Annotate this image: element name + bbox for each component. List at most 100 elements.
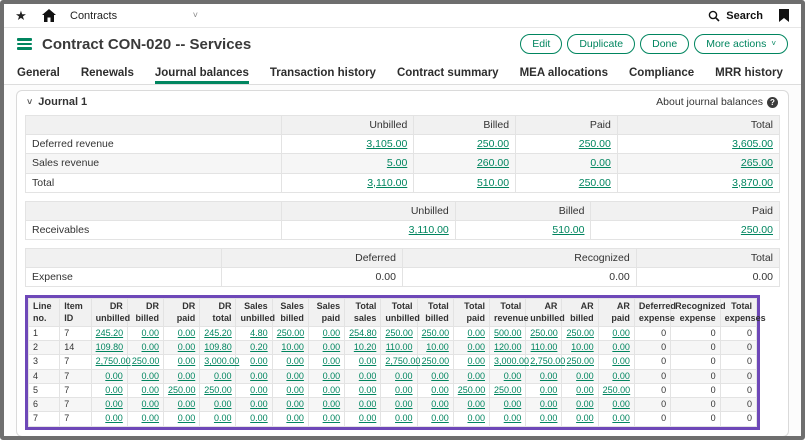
amount-link[interactable]: 0.00 [395,371,413,381]
amount-link[interactable]: 0.00 [286,356,304,366]
amount-link[interactable]: 0.00 [431,385,449,395]
amount-link[interactable]: 250.00 [579,177,611,189]
amount-link[interactable]: 0.00 [590,157,610,169]
amount-link[interactable]: 3,000.00 [494,356,529,366]
amount-link[interactable]: 0.00 [250,413,268,423]
amount-link[interactable]: 3,000.00 [204,356,239,366]
amount-link[interactable]: 0.00 [105,385,123,395]
amount-link[interactable]: 265.00 [741,157,773,169]
amount-link[interactable]: 0.20 [250,342,268,352]
amount-link[interactable]: 110.00 [386,342,413,352]
amount-link[interactable]: 0.00 [540,385,558,395]
tab-mrr-history[interactable]: MRR history [715,67,783,84]
amount-link[interactable]: 260.00 [477,157,509,169]
amount-link[interactable]: 250.00 [566,328,594,338]
amount-link[interactable]: 0.00 [359,413,377,423]
amount-link[interactable]: 0.00 [142,413,160,423]
list-icon[interactable] [17,38,32,50]
amount-link[interactable]: 0.00 [178,328,196,338]
amount-link[interactable]: 0.00 [395,413,413,423]
tab-general[interactable]: General [17,67,60,84]
amount-link[interactable]: 2,750.00 [96,356,131,366]
amount-link[interactable]: 0.00 [467,413,485,423]
module-dropdown[interactable]: Contracts ˅ [70,10,198,22]
amount-link[interactable]: 250.00 [741,224,773,236]
amount-link[interactable]: 2,750.00 [530,356,565,366]
amount-link[interactable]: 0.00 [576,413,594,423]
amount-link[interactable]: 0.00 [250,371,268,381]
amount-link[interactable]: 5.00 [387,157,407,169]
tab-journal-balances[interactable]: Journal balances [155,67,249,84]
amount-link[interactable]: 0.00 [105,399,123,409]
amount-link[interactable]: 250.00 [603,385,631,395]
amount-link[interactable]: 0.00 [612,413,630,423]
amount-link[interactable]: 0.00 [467,356,485,366]
amount-link[interactable]: 0.00 [323,328,341,338]
amount-link[interactable]: 250.00 [530,328,558,338]
amount-link[interactable]: 0.00 [142,385,160,395]
amount-link[interactable]: 0.00 [359,399,377,409]
amount-link[interactable]: 0.00 [467,328,485,338]
amount-link[interactable]: 0.00 [540,413,558,423]
amount-link[interactable]: 0.00 [467,371,485,381]
amount-link[interactable]: 0.00 [323,413,341,423]
amount-link[interactable]: 3,105.00 [366,138,407,150]
amount-link[interactable]: 0.00 [504,413,522,423]
amount-link[interactable]: 250.00 [385,328,413,338]
amount-link[interactable]: 510.00 [477,177,509,189]
amount-link[interactable]: 0.00 [250,399,268,409]
amount-link[interactable]: 0.00 [359,371,377,381]
amount-link[interactable]: 0.00 [576,399,594,409]
amount-link[interactable]: 0.00 [178,413,196,423]
amount-link[interactable]: 10.00 [281,342,304,352]
favorite-star-icon[interactable]: ★ [14,9,28,23]
amount-link[interactable]: 0.00 [214,413,232,423]
amount-link[interactable]: 3,870.00 [732,177,773,189]
amount-link[interactable]: 0.00 [142,342,160,352]
amount-link[interactable]: 0.00 [540,399,558,409]
tab-renewals[interactable]: Renewals [81,67,134,84]
amount-link[interactable]: 0.00 [142,328,160,338]
amount-link[interactable]: 250.00 [132,356,160,366]
amount-link[interactable]: 0.00 [576,385,594,395]
amount-link[interactable]: 0.00 [431,413,449,423]
amount-link[interactable]: 0.00 [359,356,377,366]
edit-button[interactable]: Edit [520,34,562,54]
amount-link[interactable]: 0.00 [540,371,558,381]
amount-link[interactable]: 0.00 [105,371,123,381]
amount-link[interactable]: 0.00 [323,399,341,409]
amount-link[interactable]: 110.00 [531,342,558,352]
amount-link[interactable]: 0.00 [395,399,413,409]
global-search[interactable]: Search [707,9,763,23]
amount-link[interactable]: 0.00 [250,356,268,366]
amount-link[interactable]: 250.00 [168,385,196,395]
amount-link[interactable]: 4.80 [250,328,268,338]
amount-link[interactable]: 0.00 [178,342,196,352]
amount-link[interactable]: 0.00 [612,356,630,366]
amount-link[interactable]: 250.00 [579,138,611,150]
tab-transaction-history[interactable]: Transaction history [270,67,376,84]
amount-link[interactable]: 0.00 [359,385,377,395]
amount-link[interactable]: 0.00 [323,385,341,395]
amount-link[interactable]: 0.00 [612,342,630,352]
amount-link[interactable]: 120.00 [494,342,522,352]
about-journal-balances-link[interactable]: About journal balances ? [656,96,778,108]
amount-link[interactable]: 0.00 [323,371,341,381]
amount-link[interactable]: 0.00 [178,371,196,381]
amount-link[interactable]: 10.20 [354,342,377,352]
amount-link[interactable]: 0.00 [178,399,196,409]
amount-link[interactable]: 250.00 [422,356,450,366]
amount-link[interactable]: 3,110.00 [409,224,449,236]
amount-link[interactable]: 109.80 [96,342,124,352]
amount-link[interactable]: 510.00 [552,224,584,236]
amount-link[interactable]: 250.00 [204,385,232,395]
amount-link[interactable]: 0.00 [467,399,485,409]
amount-link[interactable]: 0.00 [431,399,449,409]
amount-link[interactable]: 250.00 [477,138,509,150]
home-icon[interactable] [42,9,56,23]
amount-link[interactable]: 0.00 [467,342,485,352]
amount-link[interactable]: 0.00 [504,371,522,381]
amount-link[interactable]: 0.00 [395,385,413,395]
amount-link[interactable]: 0.00 [250,385,268,395]
amount-link[interactable]: 3,110.00 [367,177,407,189]
